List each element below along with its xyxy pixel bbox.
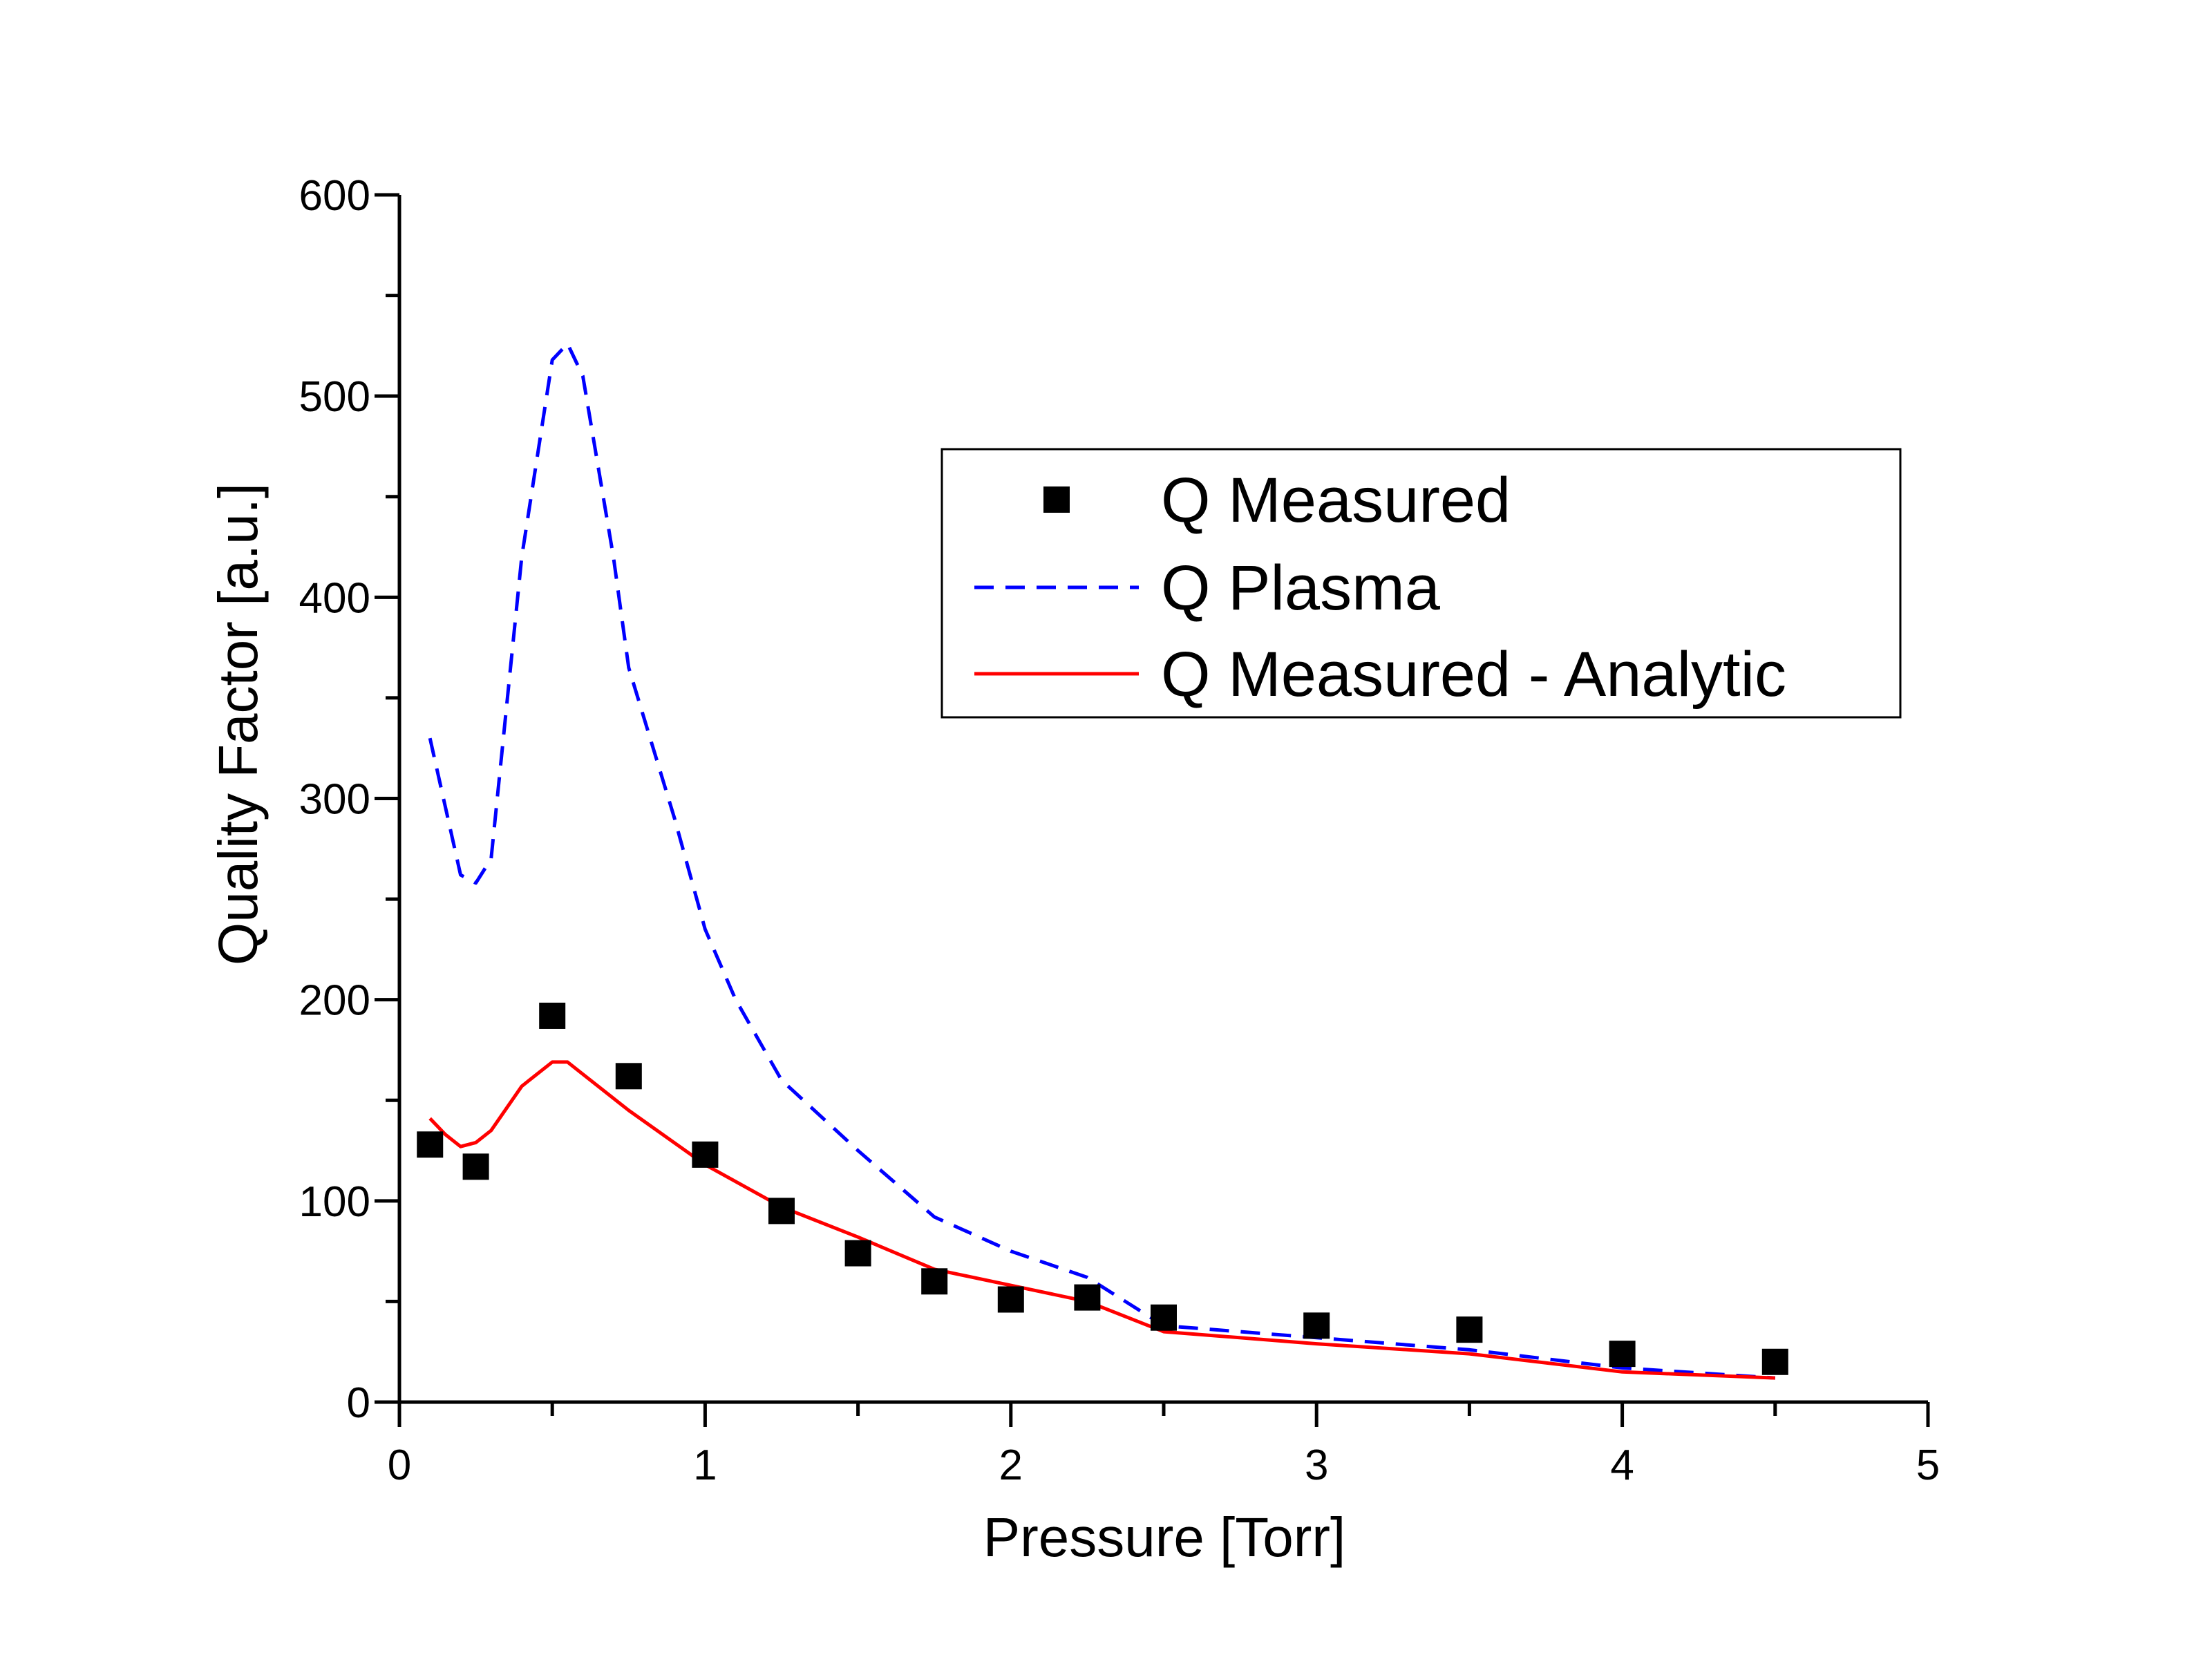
y-tick-label: 0 — [347, 1379, 370, 1427]
data-point — [462, 1153, 489, 1180]
x-axis-title: Pressure [Torr] — [983, 1506, 1346, 1568]
x-tick-label: 2 — [999, 1441, 1023, 1489]
series-line-1 — [428, 342, 1775, 1380]
data-point — [417, 1131, 444, 1158]
y-tick-label: 100 — [299, 1178, 370, 1226]
data-point — [1151, 1304, 1177, 1331]
x-tick-label: 3 — [1305, 1441, 1328, 1489]
y-axis-title: Quality Factor [a.u.] — [207, 483, 269, 965]
data-point — [692, 1141, 719, 1168]
y-tick-label: 300 — [299, 776, 370, 824]
plot-series — [417, 342, 1788, 1380]
data-point — [1609, 1341, 1636, 1368]
y-axis: 0 100 200 300 400 500 600 — [299, 172, 401, 1427]
data-point — [1761, 1348, 1788, 1375]
x-tick-label: 1 — [693, 1441, 717, 1489]
data-point — [615, 1063, 642, 1090]
y-tick-label: 200 — [299, 977, 370, 1025]
data-point — [921, 1268, 948, 1295]
legend-label: Q Measured - Analytic — [1161, 639, 1786, 710]
x-axis: 0 1 2 3 4 5 — [388, 1400, 1940, 1489]
data-point — [539, 1002, 566, 1029]
data-point — [997, 1286, 1024, 1313]
legend-label: Q Measured — [1161, 465, 1511, 536]
data-point — [844, 1240, 871, 1267]
x-tick-label: 5 — [1916, 1441, 1940, 1489]
data-point — [1303, 1312, 1330, 1339]
data-point — [1074, 1284, 1101, 1311]
legend-label: Q Plasma — [1161, 553, 1441, 623]
legend: Q Measured Q Plasma Q Measured - Analytic — [940, 448, 1902, 719]
data-point — [768, 1198, 795, 1225]
y-tick-label: 500 — [299, 373, 370, 421]
y-tick-label: 600 — [299, 172, 370, 220]
data-point — [1456, 1316, 1483, 1343]
x-tick-label: 4 — [1610, 1441, 1634, 1489]
legend-marker — [1043, 486, 1070, 513]
y-tick-label: 400 — [299, 574, 370, 622]
x-tick-label: 0 — [388, 1441, 411, 1489]
